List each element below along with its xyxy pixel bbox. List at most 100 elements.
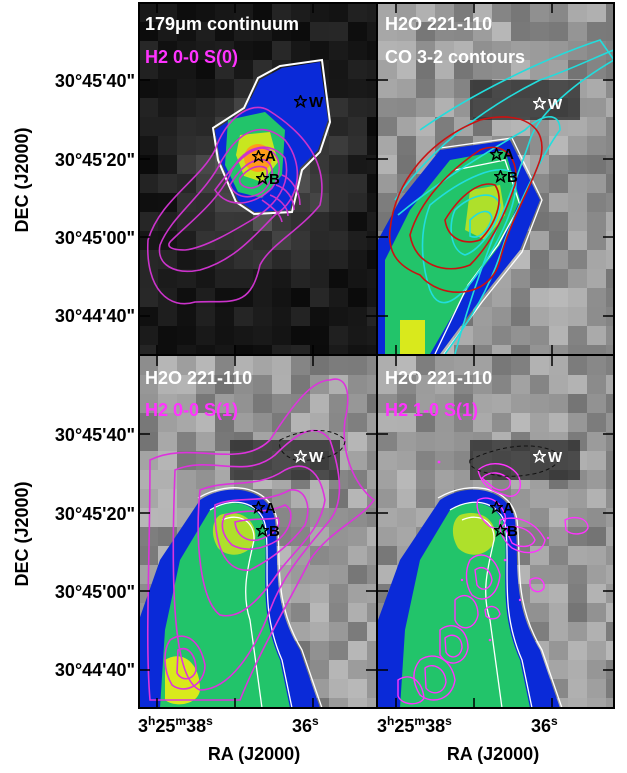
grayscale-pixel [348,679,367,698]
grayscale-pixel [196,60,215,79]
grayscale-pixel [348,174,367,193]
source-label-w-bottom-right: W [548,449,563,466]
grayscale-pixel [549,413,568,432]
grayscale-pixel [568,3,587,22]
grayscale-pixel [158,413,177,432]
grayscale-pixel [568,250,587,269]
grayscale-pixel [587,584,606,603]
panel-bottom-right-emission-green [400,502,530,708]
grayscale-pixel [378,155,397,174]
grayscale-pixel [234,307,253,326]
grayscale-pixel [473,413,492,432]
grayscale-pixel [549,641,568,660]
grayscale-pixel [378,489,397,508]
grayscale-pixel [291,356,310,375]
grayscale-pixel [234,345,253,354]
grayscale-pixel [234,231,253,250]
grayscale-pixel [348,79,367,98]
panel-bottom-left-black-dashed-contour [279,430,346,461]
grayscale-pixel [568,394,587,413]
grayscale-pixel [272,41,291,60]
grayscale-pixel [196,41,215,60]
grayscale-pixel [435,22,454,41]
grayscale-pixel [158,193,177,212]
grayscale-pixel [329,394,348,413]
grayscale-pixel [568,356,587,375]
grayscale-pixel [158,155,177,174]
grayscale-pixel [367,565,376,584]
grayscale-pixel [606,527,614,546]
grayscale-pixel [378,565,397,584]
grayscale-pixel [568,489,587,508]
grayscale-pixel [139,432,158,451]
grayscale-pixel [511,413,530,432]
grayscale-pixel [606,41,614,60]
grayscale-pixel [158,489,177,508]
grayscale-pixel [587,22,606,41]
panel-top-right-red-contours [388,116,543,293]
grayscale-pixel [177,356,196,375]
panel-top-right-title-1: H2O 221-110 [385,14,492,34]
grayscale-pixel [367,698,376,708]
grayscale-pixel [367,3,376,22]
grayscale-pixel [196,470,215,489]
grayscale-pixel [367,288,376,307]
grayscale-pixel [587,660,606,679]
grayscale-pixel [291,22,310,41]
grayscale-pixel [549,307,568,326]
grayscale-pixel [253,375,272,394]
grayscale-pixel [329,356,348,375]
grayscale-pixel [272,269,291,288]
grayscale-pixel [253,413,272,432]
grayscale-pixel [587,212,606,231]
grayscale-pixel [234,269,253,288]
grayscale-pixel [530,394,549,413]
grayscale-pixel [367,451,376,470]
panel-bottom-right-magenta-specks [437,460,550,642]
grayscale-pixel [397,117,416,136]
grayscale-pixel [606,269,614,288]
grayscale-pixel [587,679,606,698]
grayscale-pixel [606,155,614,174]
grayscale-pixel [329,3,348,22]
grayscale-pixel [348,413,367,432]
grayscale-pixel [367,117,376,136]
grayscale-pixel [329,212,348,231]
grayscale-pixel [454,413,473,432]
grayscale-pixel [397,394,416,413]
grayscale-pixel [435,79,454,98]
grayscale-pixel [329,269,348,288]
grayscale-pixel [291,288,310,307]
grayscale-pixel [587,269,606,288]
grayscale-pixel [435,98,454,117]
grayscale-pixel [606,679,614,698]
grayscale-pixel [196,345,215,354]
grayscale-pixel [196,212,215,231]
grayscale-pixel [310,155,329,174]
grayscale-pixel [378,451,397,470]
grayscale-pixel [310,413,329,432]
grayscale-pixel [348,641,367,660]
grayscale-pixel [177,489,196,508]
grayscale-pixel [435,41,454,60]
grayscale-pixel [139,356,158,375]
grayscale-pixel [253,22,272,41]
grayscale-pixel [549,394,568,413]
grayscale-pixel [158,3,177,22]
grayscale-pixel [158,527,177,546]
grayscale-pixel [329,288,348,307]
grayscale-pixel [606,584,614,603]
grayscale-pixel [139,155,158,174]
grayscale-pixel [348,356,367,375]
grayscale-pixel [329,660,348,679]
grayscale-pixel [367,22,376,41]
grayscale-pixel [196,288,215,307]
grayscale-pixel [587,375,606,394]
grayscale-pixel [177,432,196,451]
grayscale-pixel [329,193,348,212]
grayscale-pixel [492,345,511,354]
grayscale-pixel [291,565,310,584]
grayscale-pixel [473,375,492,394]
grayscale-pixel [329,345,348,354]
grayscale-pixel [378,3,397,22]
